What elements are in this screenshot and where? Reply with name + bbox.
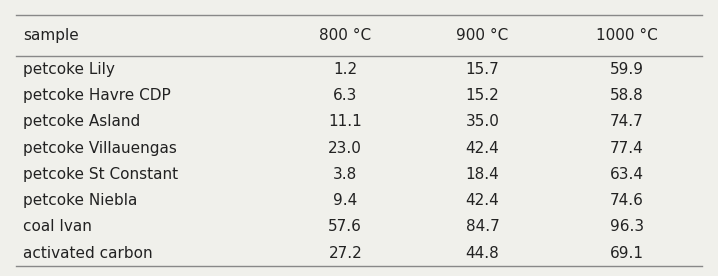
Text: 96.3: 96.3: [610, 219, 644, 235]
Text: 15.2: 15.2: [466, 88, 500, 103]
Text: 57.6: 57.6: [328, 219, 362, 235]
Text: petcoke Villauengas: petcoke Villauengas: [23, 140, 177, 156]
Text: sample: sample: [23, 28, 78, 43]
Text: 42.4: 42.4: [466, 140, 500, 156]
Text: coal Ivan: coal Ivan: [23, 219, 92, 235]
Text: 59.9: 59.9: [610, 62, 644, 77]
Text: 1000 °C: 1000 °C: [596, 28, 658, 43]
Text: 11.1: 11.1: [328, 114, 362, 129]
Text: activated carbon: activated carbon: [23, 246, 152, 261]
Text: 800 °C: 800 °C: [320, 28, 371, 43]
Text: 69.1: 69.1: [610, 246, 644, 261]
Text: 63.4: 63.4: [610, 167, 644, 182]
Text: 15.7: 15.7: [466, 62, 500, 77]
Text: petcoke Lily: petcoke Lily: [23, 62, 115, 77]
Text: 74.6: 74.6: [610, 193, 644, 208]
Text: 3.8: 3.8: [333, 167, 358, 182]
Text: petcoke Asland: petcoke Asland: [23, 114, 140, 129]
Text: 58.8: 58.8: [610, 88, 643, 103]
Text: petcoke St Constant: petcoke St Constant: [23, 167, 178, 182]
Text: 27.2: 27.2: [328, 246, 362, 261]
Text: 900 °C: 900 °C: [457, 28, 509, 43]
Text: 74.7: 74.7: [610, 114, 643, 129]
Text: petcoke Havre CDP: petcoke Havre CDP: [23, 88, 171, 103]
Text: petcoke Niebla: petcoke Niebla: [23, 193, 137, 208]
Text: 35.0: 35.0: [466, 114, 500, 129]
Text: 6.3: 6.3: [333, 88, 358, 103]
Text: 44.8: 44.8: [466, 246, 500, 261]
Text: 9.4: 9.4: [333, 193, 358, 208]
Text: 42.4: 42.4: [466, 193, 500, 208]
Text: 18.4: 18.4: [466, 167, 500, 182]
Text: 77.4: 77.4: [610, 140, 643, 156]
Text: 23.0: 23.0: [328, 140, 362, 156]
Text: 84.7: 84.7: [466, 219, 500, 235]
Text: 1.2: 1.2: [333, 62, 358, 77]
